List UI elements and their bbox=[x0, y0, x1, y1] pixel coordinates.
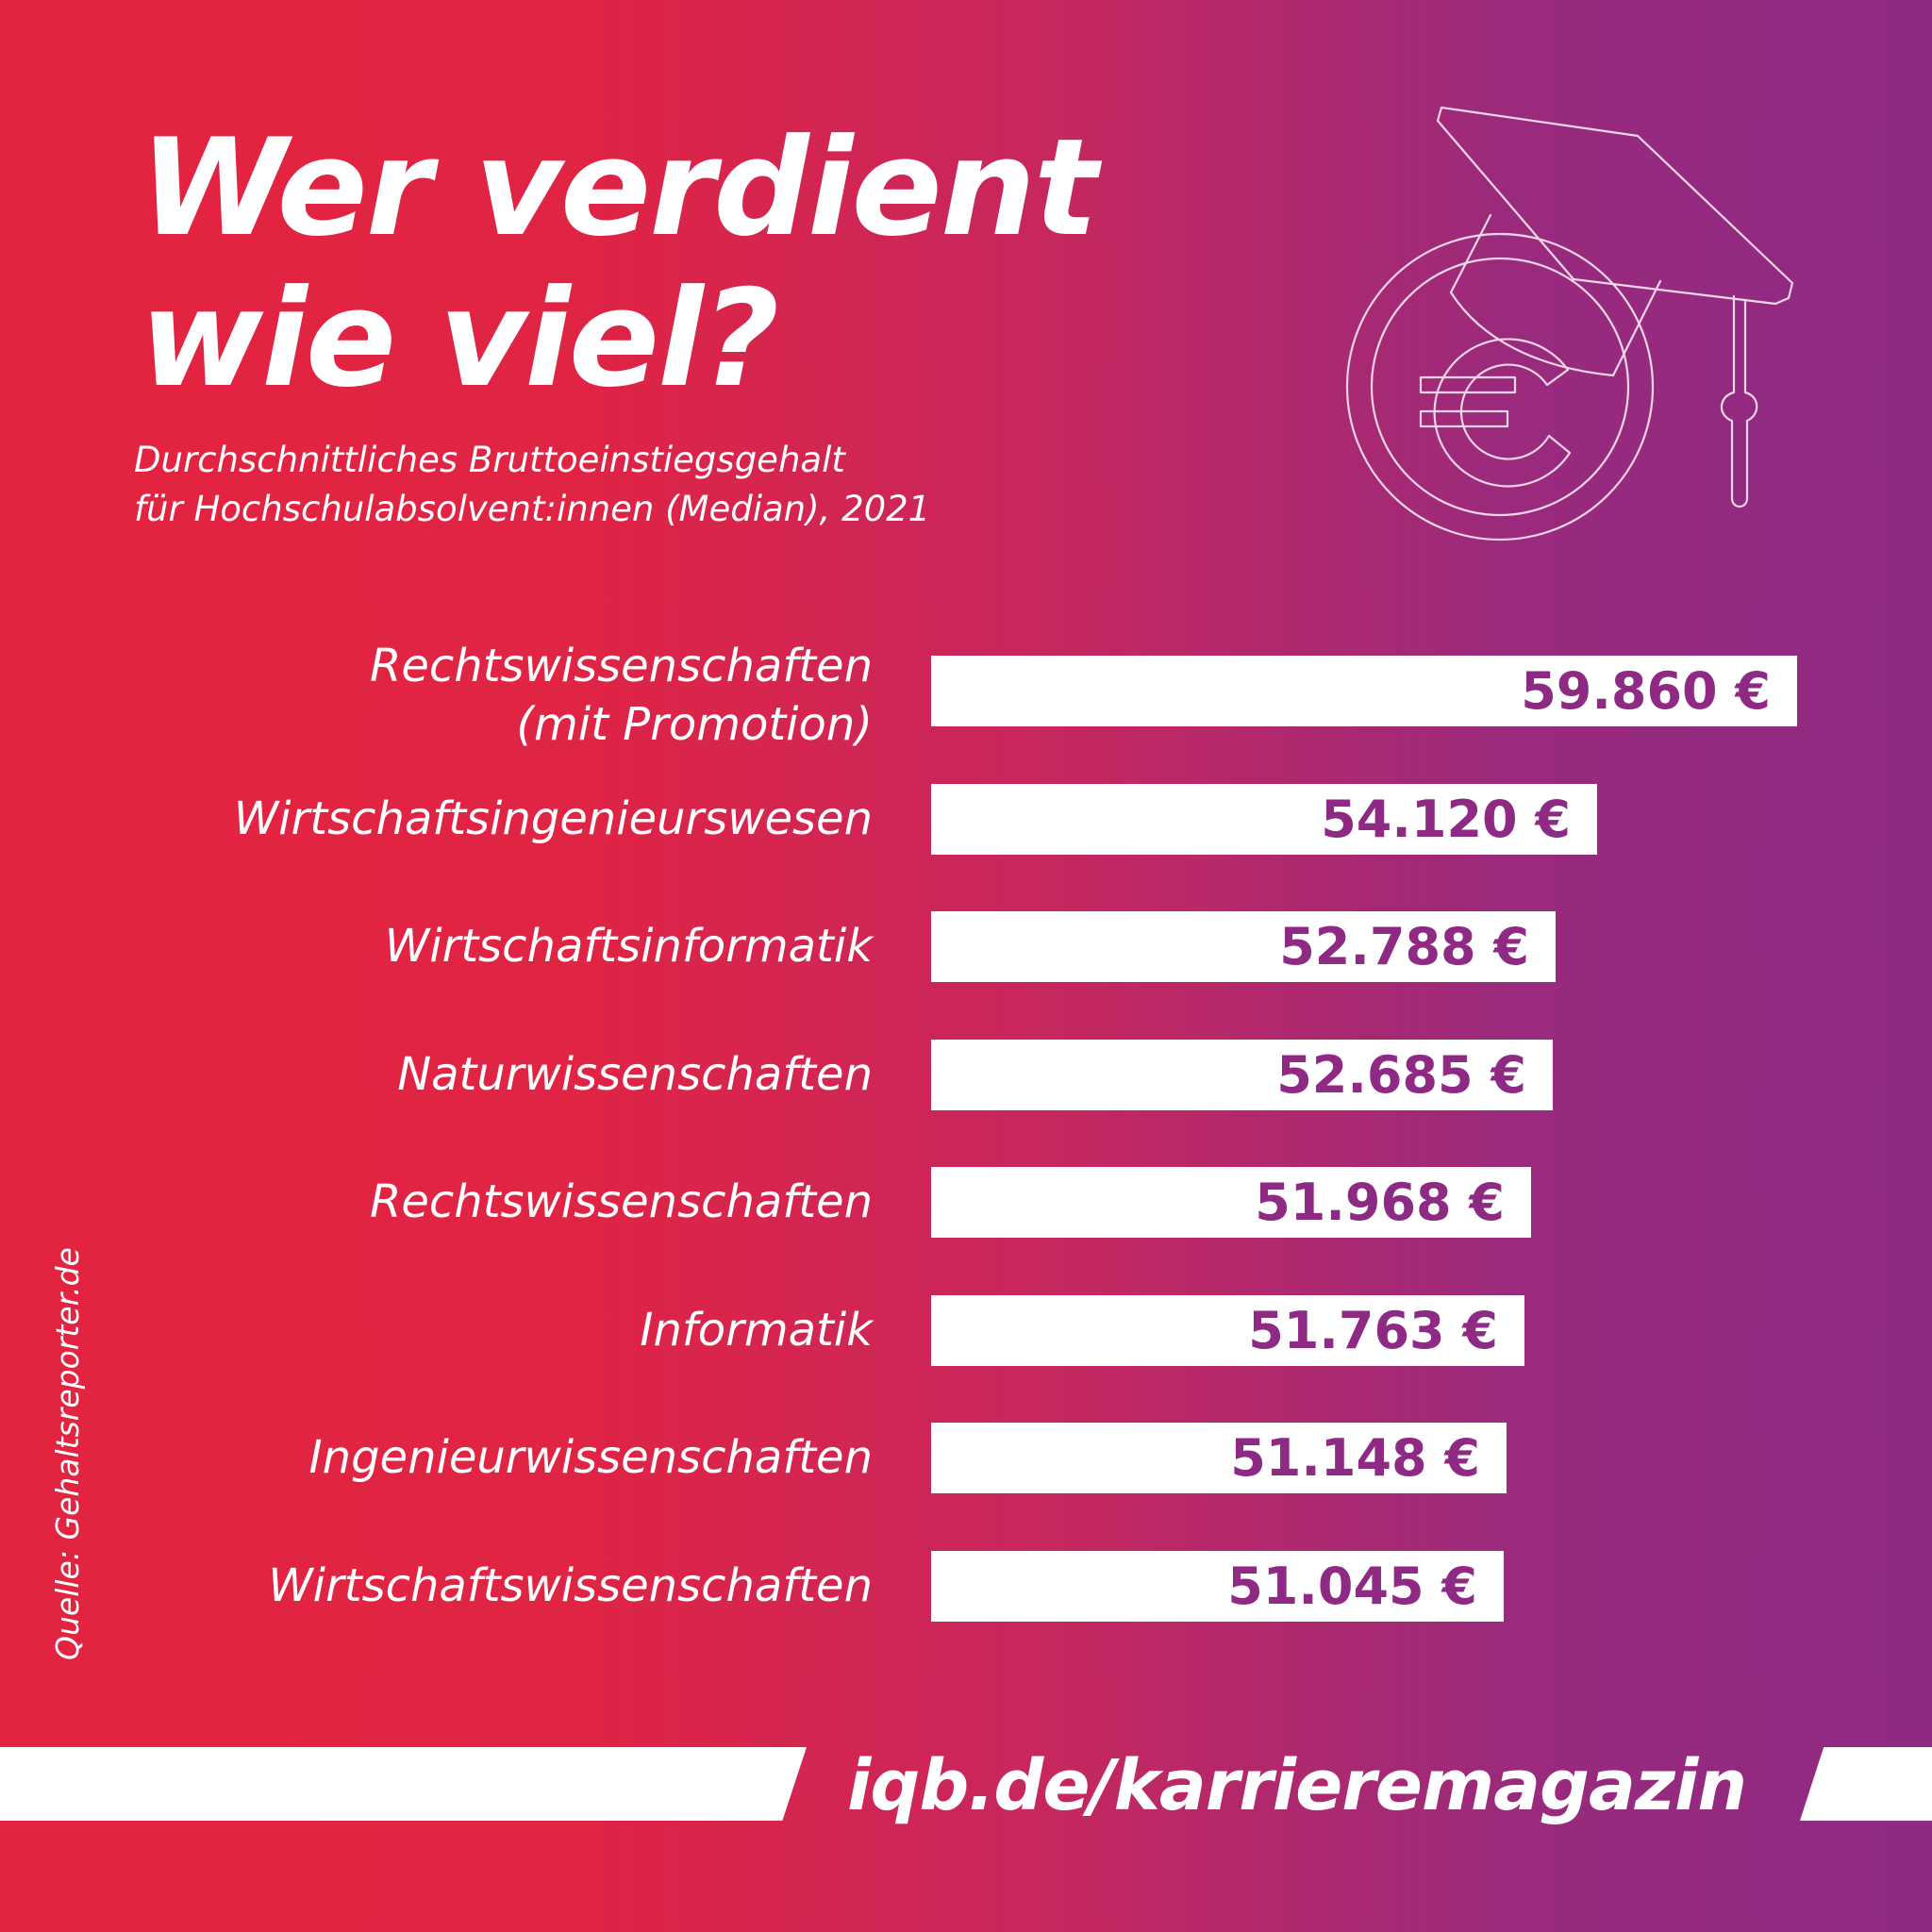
bar: 51.968 € bbox=[931, 1167, 1531, 1238]
page-title: Wer verdient wie viel? bbox=[140, 110, 1098, 417]
graduation-cap-euro-coin-icon bbox=[1345, 106, 1794, 541]
title-line-2: wie viel? bbox=[140, 261, 779, 417]
bar-value-label: 59.860 € bbox=[1521, 661, 1771, 721]
category-label: Rechtswissenschaften (mit Promotion) bbox=[370, 637, 873, 754]
bar: 51.045 € bbox=[931, 1550, 1504, 1622]
category-label: Rechtswissenschaften bbox=[370, 1173, 873, 1231]
bar: 59.860 € bbox=[931, 656, 1797, 726]
bar: 51.763 € bbox=[931, 1294, 1524, 1366]
category-label: Naturwissenschaften bbox=[397, 1045, 873, 1104]
category-label: Ingenieurwissenschaften bbox=[309, 1428, 874, 1487]
bar-value-label: 54.120 € bbox=[1321, 789, 1571, 849]
bar: 54.120 € bbox=[931, 783, 1597, 855]
footer-url[interactable]: iqb.de/karrieremagazin bbox=[847, 1745, 1747, 1826]
bar: 51.148 € bbox=[931, 1423, 1507, 1493]
bar-value-label: 52.788 € bbox=[1279, 917, 1529, 976]
bar-value-label: 51.968 € bbox=[1255, 1173, 1505, 1232]
category-label-line: Wirtschaftsinformatik bbox=[384, 920, 873, 973]
category-label: Informatik bbox=[640, 1301, 873, 1359]
category-label: Wirtschaftsingenieurswesen bbox=[234, 790, 873, 848]
bar-value-label: 51.045 € bbox=[1227, 1556, 1477, 1616]
source-note: Quelle: Gehaltsreporter.de bbox=[49, 1247, 86, 1660]
category-label-line: Wirtschaftsingenieurswesen bbox=[233, 791, 873, 845]
bar: 52.788 € bbox=[931, 911, 1556, 982]
category-label-line: (mit Promotion) bbox=[516, 698, 873, 751]
bar-value-label: 51.763 € bbox=[1248, 1300, 1498, 1360]
subtitle-line-1: Durchschnittliches Bruttoeinstiegsgehalt bbox=[134, 440, 845, 480]
subtitle-line-2: für Hochschulabsolvent:innen (Median), 2… bbox=[134, 489, 931, 529]
category-label-line: Ingenieurwissenschaften bbox=[308, 1431, 874, 1484]
category-label-line: Rechtswissenschaften bbox=[370, 1175, 873, 1228]
bar-value-label: 51.148 € bbox=[1230, 1428, 1480, 1488]
bar: 52.685 € bbox=[931, 1039, 1553, 1110]
bar-value-label: 52.685 € bbox=[1276, 1044, 1526, 1105]
category-label: Wirtschaftswissenschaften bbox=[268, 1557, 873, 1615]
footer-stripe-right bbox=[1800, 1747, 1932, 1821]
subtitle: Durchschnittliches Bruttoeinstiegsgehalt… bbox=[134, 436, 930, 534]
category-label-line: Naturwissenschaften bbox=[397, 1047, 873, 1101]
footer-stripe-left bbox=[0, 1747, 807, 1821]
title-line-1: Wer verdient bbox=[140, 110, 1098, 266]
category-label-line: Informatik bbox=[640, 1303, 873, 1357]
category-label: Wirtschaftsinformatik bbox=[385, 917, 873, 975]
category-label-line: Rechtswissenschaften bbox=[370, 640, 873, 692]
category-label-line: Wirtschaftswissenschaften bbox=[268, 1558, 873, 1612]
